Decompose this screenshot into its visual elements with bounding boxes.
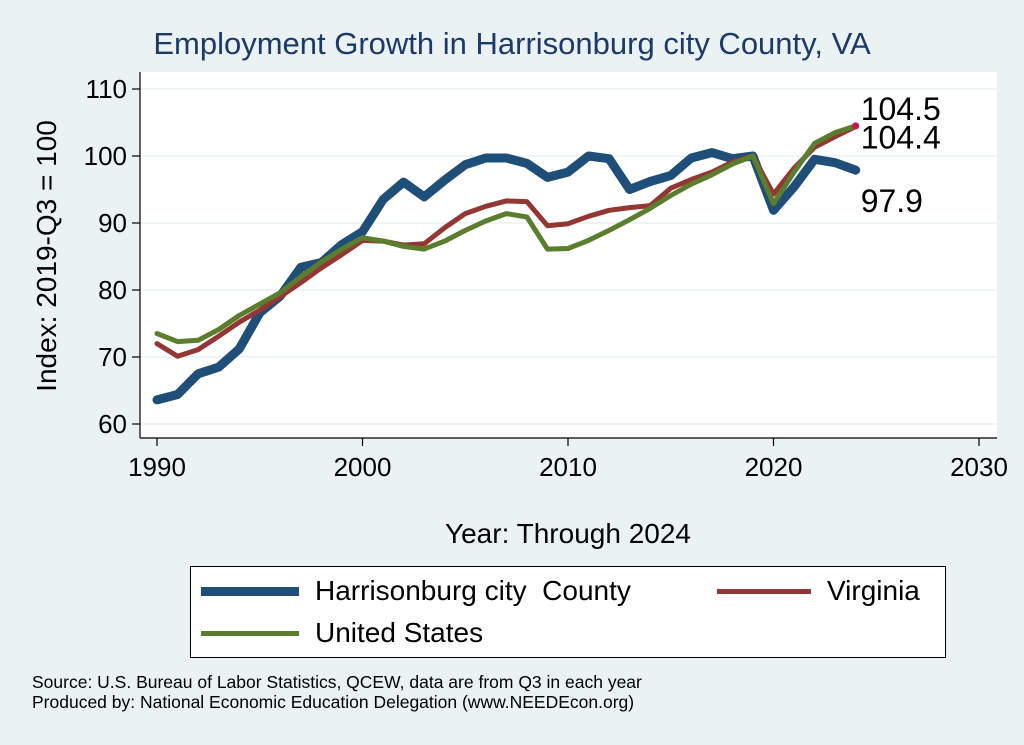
end-label-2: 104.5 [861, 91, 941, 127]
x-axis-title: Year: Through 2024 [445, 518, 691, 549]
axes: 60 70 80 90 100 110 1990 2000 2010 2020 2030 [84, 72, 1008, 482]
legend: Harrisonburg city County Virginia United… [190, 566, 946, 658]
legend-item-virginia: Virginia [717, 575, 920, 607]
legend-label-virginia: Virginia [827, 575, 920, 606]
x-tick-label-2030: 2030 [950, 452, 1008, 482]
y-axis-title: Index: 2019-Q3 = 100 [31, 120, 62, 392]
x-tick-label-2000: 2000 [334, 452, 392, 482]
x-tick-label-2020: 2020 [745, 452, 803, 482]
y-tick-label-110: 110 [86, 74, 127, 104]
chart-title: Employment Growth in Harrisonburg city C… [153, 26, 871, 61]
legend-label-united-states: United States [315, 617, 484, 648]
source-line: Source: U.S. Bureau of Labor Statistics,… [32, 672, 642, 692]
legend-label-harrisonburg: Harrisonburg city County [315, 575, 631, 606]
legend-swatch-harrisonburg [201, 586, 299, 596]
y-tick-label-80: 80 [98, 275, 127, 305]
x-tick-label-2010: 2010 [539, 452, 597, 482]
y-tick-label-70: 70 [98, 342, 127, 372]
series-line-2 [154, 123, 859, 345]
legend-item-harrisonburg: Harrisonburg city County [201, 575, 631, 607]
plot-area [140, 72, 997, 438]
y-tick-label-100: 100 [84, 141, 127, 171]
x-tick-label-1990: 1990 [128, 452, 186, 482]
series-lines [152, 123, 861, 405]
legend-swatch-united-states [201, 630, 299, 636]
producer-line: Produced by: National Economic Education… [32, 692, 635, 712]
end-label-0: 97.9 [861, 183, 923, 219]
y-tick-label-90: 90 [98, 208, 127, 238]
source-note: Source: U.S. Bureau of Labor Statistics,… [32, 672, 642, 712]
legend-swatch-virginia [717, 588, 811, 594]
end-label-1: 104.4 [861, 120, 941, 156]
endpoint-marker [852, 122, 860, 130]
legend-item-united-states: United States [201, 617, 483, 649]
y-tick-label-60: 60 [98, 409, 127, 439]
